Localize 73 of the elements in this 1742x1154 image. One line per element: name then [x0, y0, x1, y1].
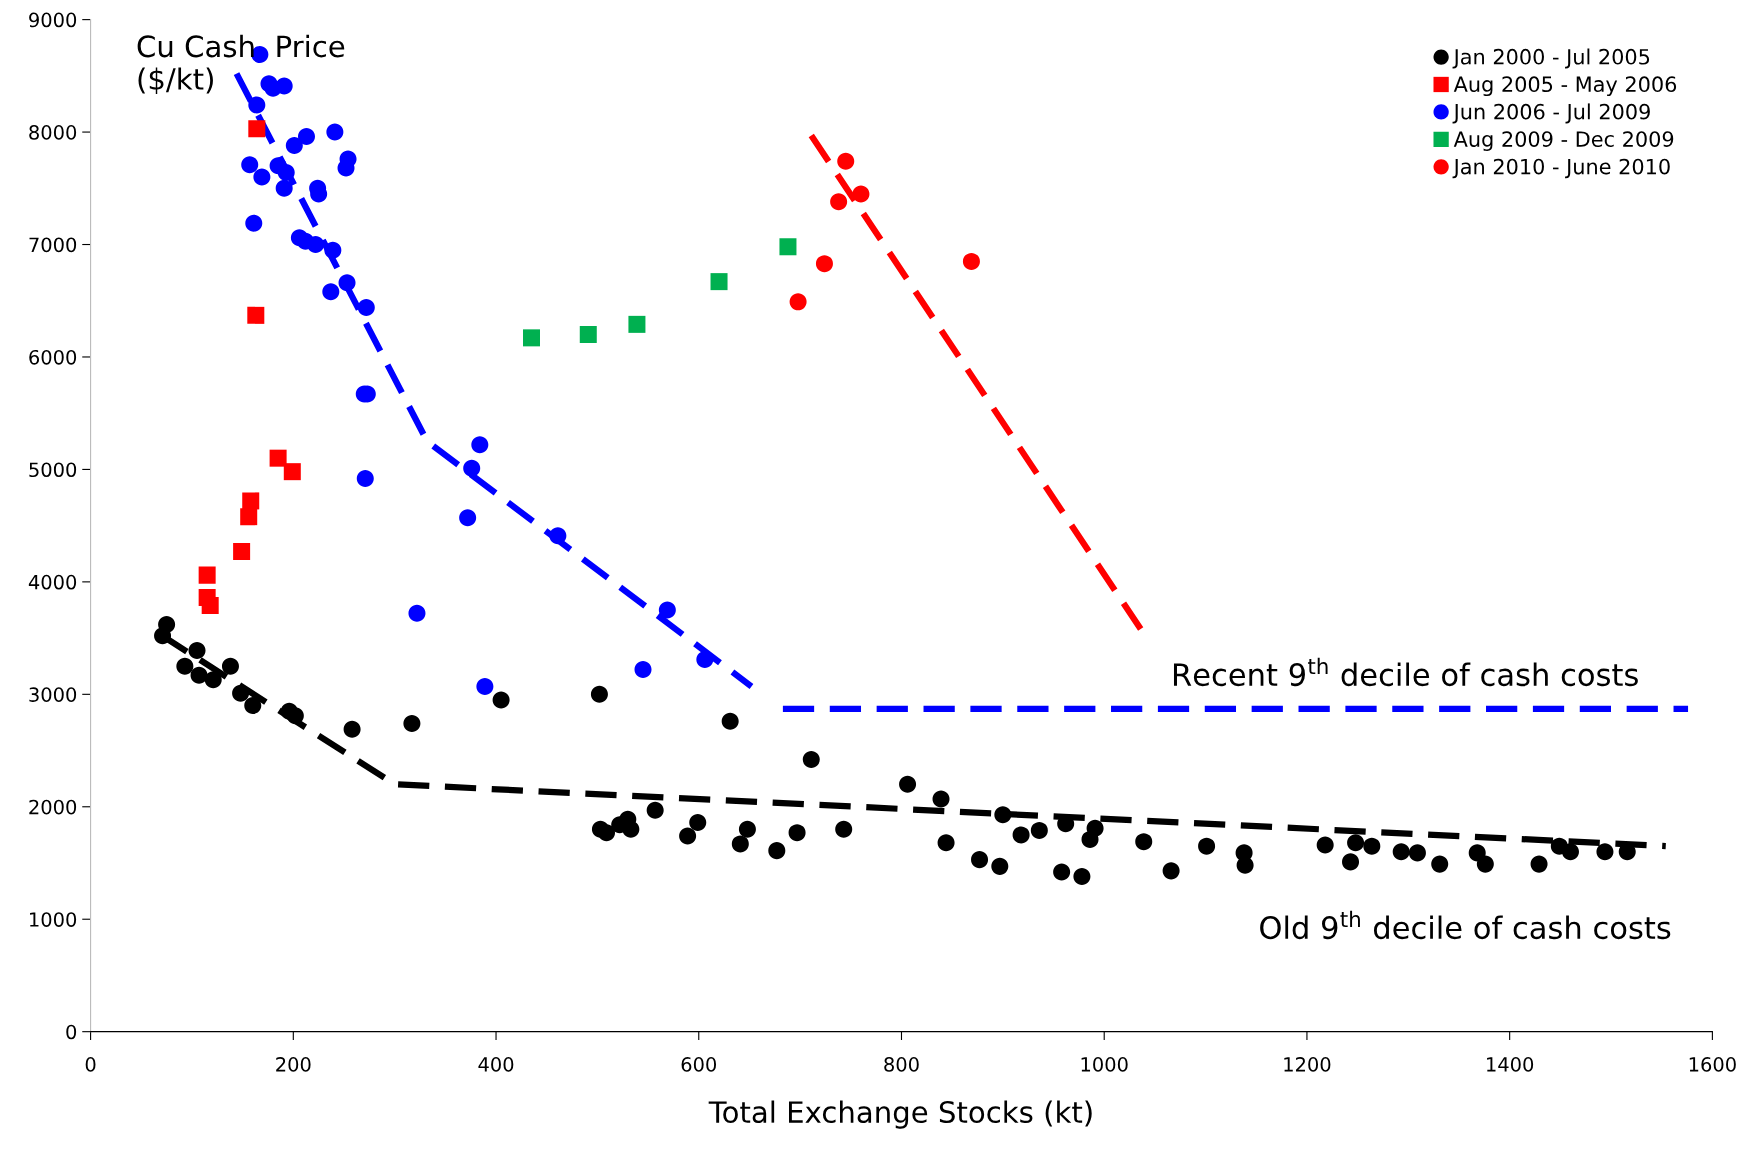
x-tick-label: 800 — [884, 1057, 919, 1072]
point — [523, 329, 541, 347]
y-tick-label: 4000 — [28, 574, 77, 590]
point — [285, 137, 303, 155]
annotation: Recent 9$^{th}$ decile of cash costs — [1173, 657, 1638, 687]
point — [269, 449, 287, 467]
x-tick-label: 200 — [276, 1057, 311, 1072]
point — [307, 236, 325, 254]
point — [658, 601, 676, 619]
legend-label: Jan 2010 - June 2010 — [1452, 158, 1670, 179]
point — [789, 293, 807, 311]
point — [476, 677, 494, 695]
legend-label: Aug 2009 - Dec 2009 — [1453, 131, 1674, 152]
y-tick-label: 0 — [66, 1024, 77, 1040]
point — [248, 96, 266, 114]
y-tick-label: 9000 — [29, 12, 77, 28]
x-tick-label: 1000 — [1081, 1057, 1128, 1072]
point — [247, 306, 265, 324]
point — [198, 566, 216, 584]
x-tick-label: 1600 — [1689, 1057, 1736, 1072]
point — [253, 168, 271, 186]
point — [297, 128, 315, 146]
point — [283, 463, 301, 481]
point — [628, 315, 646, 333]
x-axis-title: Total Exchange Stocks (kt) — [708, 1100, 1092, 1129]
point — [356, 469, 374, 487]
x-tick-label: 600 — [681, 1057, 717, 1072]
annotation: Old 9$^{th}$ decile of cash costs — [1260, 910, 1671, 940]
point — [830, 193, 848, 211]
point — [245, 214, 263, 232]
x-tick-label: 1200 — [1284, 1057, 1331, 1072]
point — [696, 650, 714, 668]
x-tick-label: 400 — [478, 1057, 514, 1072]
point — [241, 156, 259, 174]
y-axis-title: Cu Cash Price ($/kt) — [137, 34, 345, 94]
point — [634, 661, 652, 679]
point — [459, 509, 477, 527]
y-tick-label: 2000 — [29, 799, 77, 815]
point — [324, 241, 342, 259]
x-tick-label: 1400 — [1487, 1057, 1534, 1072]
point — [275, 77, 293, 95]
point — [779, 238, 797, 256]
point — [248, 120, 266, 138]
point — [408, 604, 426, 622]
point — [242, 492, 260, 510]
x-tick-label: 0 — [85, 1057, 96, 1072]
point — [240, 508, 258, 526]
point — [201, 596, 219, 614]
point — [852, 185, 870, 203]
legend-label: Jan 2000 - Jul 2005 — [1452, 48, 1650, 69]
y-tick-label: 7000 — [29, 237, 77, 253]
point — [277, 164, 295, 182]
point — [710, 273, 728, 291]
point — [815, 255, 833, 273]
point — [233, 543, 251, 561]
y-tick-label: 6000 — [29, 349, 77, 365]
y-tick-label: 3000 — [29, 687, 77, 702]
legend-label: Aug 2005 - May 2006 — [1453, 76, 1677, 97]
point — [579, 325, 597, 343]
point — [338, 274, 356, 292]
point — [837, 152, 855, 170]
y-tick-label: 5000 — [29, 462, 77, 478]
legend-label: Jun 2006 - Jul 2009 — [1452, 103, 1650, 124]
y-tick-label: 1000 — [30, 912, 77, 927]
point — [471, 436, 489, 454]
point — [463, 459, 481, 477]
point — [275, 179, 293, 197]
point — [326, 123, 344, 141]
point — [357, 298, 375, 316]
point — [322, 283, 340, 301]
point — [962, 252, 980, 270]
y-tick-label: 8000 — [29, 125, 77, 140]
point — [549, 527, 567, 545]
